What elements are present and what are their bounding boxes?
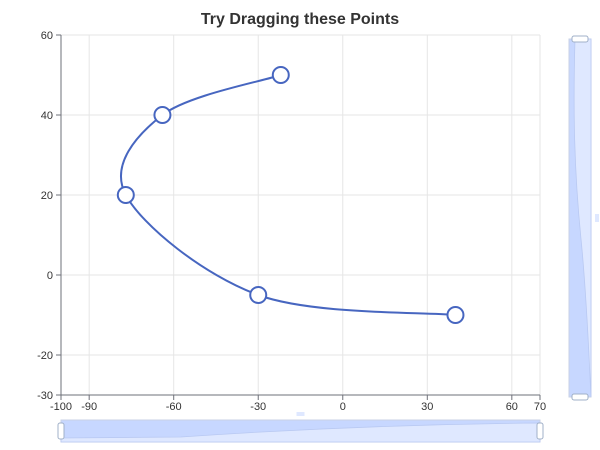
x-tick-label: -90 bbox=[81, 401, 97, 413]
y-zoom-data-shadow bbox=[573, 38, 592, 398]
series-line bbox=[120, 74, 456, 316]
x-zoom-slider[interactable] bbox=[57, 412, 544, 443]
y-tick-label: -30 bbox=[37, 390, 53, 402]
x-zoom-handle-end[interactable] bbox=[536, 422, 544, 440]
draggable-points[interactable] bbox=[116, 66, 465, 324]
x-zoom-data-shadow bbox=[60, 422, 541, 443]
axes bbox=[60, 35, 540, 396]
x-tick-label: 60 bbox=[506, 401, 518, 413]
y-zoom-move-handle[interactable] bbox=[595, 214, 599, 222]
y-zoom-handle-end[interactable] bbox=[571, 35, 589, 43]
y-tick-label: -20 bbox=[37, 350, 53, 362]
x-tick-label: 30 bbox=[421, 401, 433, 413]
y-axis-ticks: -30 -20 0 20 40 60 bbox=[37, 30, 61, 402]
x-zoom-handle-start[interactable] bbox=[57, 422, 65, 440]
x-tick-label: 70 bbox=[534, 401, 546, 413]
y-tick-label: 20 bbox=[41, 190, 53, 202]
y-zoom-slider[interactable] bbox=[568, 35, 599, 401]
data-point[interactable] bbox=[271, 66, 290, 84]
x-axis-ticks: -100 -90 -60 -30 0 30 60 70 bbox=[50, 395, 546, 413]
data-point[interactable] bbox=[446, 306, 465, 324]
y-zoom-handle-start[interactable] bbox=[571, 393, 589, 401]
data-point[interactable] bbox=[153, 106, 172, 124]
x-tick-label: 0 bbox=[340, 401, 346, 413]
x-tick-label: -60 bbox=[166, 401, 182, 413]
grid bbox=[61, 34, 541, 395]
chart-title: Try Dragging these Points bbox=[201, 11, 399, 28]
x-tick-label: -100 bbox=[50, 401, 72, 413]
x-zoom-move-handle[interactable] bbox=[296, 412, 305, 416]
data-point[interactable] bbox=[116, 186, 135, 204]
y-tick-label: 0 bbox=[47, 270, 53, 282]
data-point[interactable] bbox=[249, 286, 268, 304]
y-tick-label: 60 bbox=[41, 30, 53, 42]
x-tick-label: -30 bbox=[250, 401, 266, 413]
y-tick-label: 40 bbox=[41, 110, 53, 122]
